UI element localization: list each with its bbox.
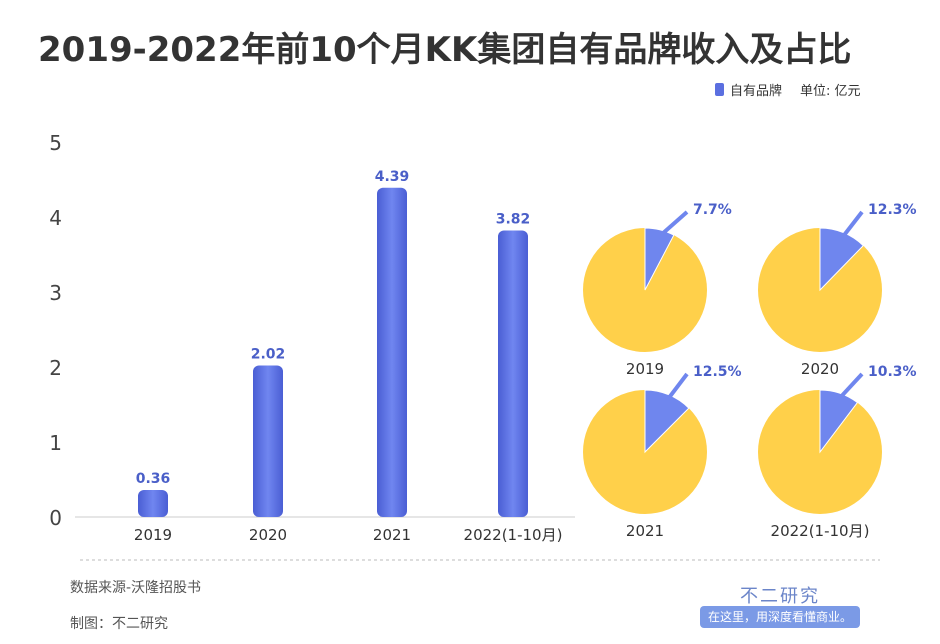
leader-line (656, 210, 689, 240)
bar-2022(1-10月) (498, 230, 528, 517)
brand-slogan: 在这里，用深度看懂商业。 (700, 606, 860, 628)
pie-category-label: 2019 (626, 360, 664, 378)
x-tick-label: 2021 (373, 526, 411, 544)
pie-category-label: 2020 (801, 360, 839, 378)
y-tick-label: 0 (49, 506, 62, 530)
pie-category-label: 2022(1-10月) (771, 522, 870, 540)
maker-note: 制图：不二研究 (70, 616, 168, 632)
pie-slice (819, 227, 864, 292)
pie-percent-label: 10.3% (868, 364, 917, 380)
pie-percent-label: 12.5% (693, 364, 742, 380)
legend-swatch (715, 83, 724, 96)
y-tick-label: 3 (49, 281, 62, 305)
bar-value-label: 4.39 (375, 169, 410, 185)
leader-line (838, 210, 864, 242)
unit-label: 单位: 亿元 (800, 84, 861, 99)
chart-title: 2019-2022年前10个月KK集团自有品牌收入及占比 (38, 30, 852, 70)
y-tick-label: 1 (49, 431, 62, 455)
pie-slice (819, 389, 859, 454)
y-tick-label: 4 (49, 206, 62, 230)
legend-label: 自有品牌 (730, 84, 783, 99)
y-tick-label: 5 (49, 131, 62, 155)
bar-value-label: 0.36 (136, 471, 171, 487)
bar-2019 (138, 490, 168, 517)
x-tick-label: 2019 (134, 526, 172, 544)
y-tick-label: 2 (49, 356, 62, 380)
bar-2021 (377, 187, 407, 517)
bar-value-label: 3.82 (496, 212, 531, 228)
x-tick-label: 2022(1-10月) (464, 526, 563, 544)
pie-category-label: 2021 (626, 522, 664, 540)
source-note: 数据来源-沃隆招股书 (70, 580, 202, 596)
pie-slice (644, 389, 690, 454)
pie-percent-label: 12.3% (868, 202, 917, 218)
legend: 自有品牌 单位: 亿元 (715, 80, 861, 99)
leader-line (835, 372, 864, 403)
pie-slice (644, 227, 675, 291)
brand-logo-text: 不二研究 (740, 586, 820, 607)
x-tick-label: 2020 (249, 526, 287, 544)
leader-line (664, 372, 689, 404)
pie-percent-label: 7.7% (693, 202, 732, 218)
bar-2020 (253, 365, 283, 517)
bar-value-label: 2.02 (251, 347, 286, 363)
